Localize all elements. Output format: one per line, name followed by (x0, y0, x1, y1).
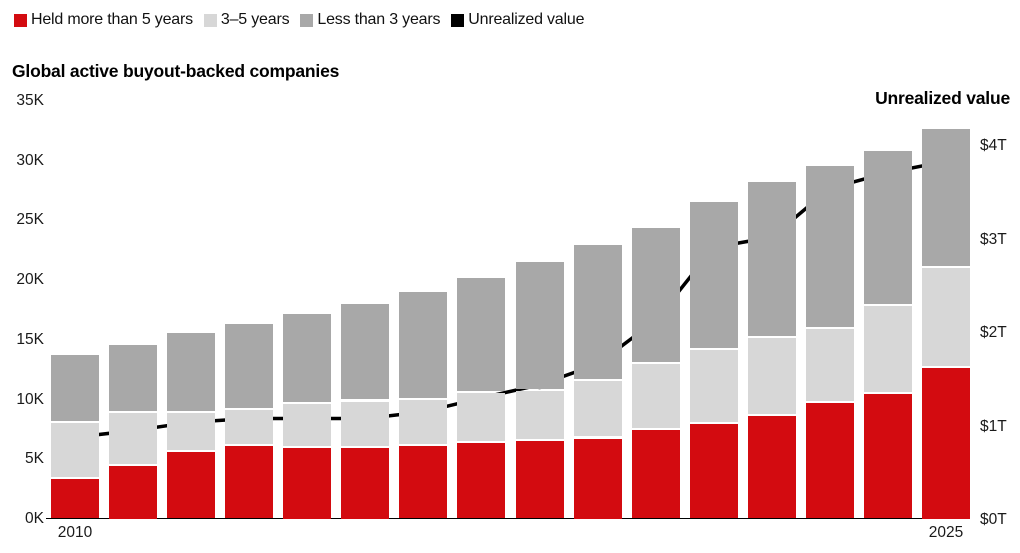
bar-segment-2016 (399, 400, 448, 444)
bar-segment-2019 (573, 381, 622, 437)
bar-segment-2016 (399, 291, 448, 399)
bar-segment-2018 (515, 390, 564, 439)
bar-segment-2012 (167, 451, 216, 519)
bar-segment-2013 (225, 445, 274, 519)
y-axis-tick-label: 30K (16, 151, 44, 169)
bar-segment-2019 (573, 245, 622, 380)
bar-segment-2023 (805, 328, 854, 401)
chart-legend: Held more than 5 years 3–5 years Less th… (14, 11, 584, 29)
bar-segment-2022 (747, 181, 796, 337)
bar-segment-2015 (341, 303, 390, 400)
right-axis-tick-label: $1T (980, 417, 1007, 435)
bar-segment-2024 (863, 394, 912, 519)
bar-segment-2010 (51, 423, 99, 478)
bar-segment-2011 (109, 345, 158, 412)
bar-segment-2011 (109, 413, 158, 464)
right-axis-tick-label: $4T (980, 137, 1007, 154)
bar-segment-2012 (167, 333, 216, 412)
bar-segment-2012 (167, 413, 216, 450)
bar-segment-2015 (341, 448, 390, 519)
legend-swatch-red (14, 13, 27, 27)
bar-segment-2021 (689, 350, 738, 423)
bar-segment-2018 (515, 440, 564, 519)
bar-segment-2016 (399, 445, 448, 519)
bar-segment-2013 (225, 323, 274, 408)
right-axis-tick-label: $2T (980, 324, 1007, 341)
bar-segment-2017 (457, 443, 506, 519)
bar-segment-2022 (747, 338, 796, 414)
bar-segment-2020 (631, 430, 680, 519)
bar-segment-2022 (747, 415, 796, 519)
bar-segment-2021 (689, 202, 738, 349)
y-axis-tick-label: 0K (25, 510, 44, 527)
bar-segment-2011 (109, 466, 158, 519)
bar-segment-2019 (573, 438, 622, 519)
legend-item-less-than-3-years: Less than 3 years (300, 11, 440, 29)
bar-segment-2020 (631, 228, 680, 363)
y-axis-tick-label: 15K (16, 330, 44, 348)
bar-segment-2014 (283, 448, 332, 519)
bar-segment-2014 (283, 314, 332, 402)
legend-item-held-more-than-5-years: Held more than 5 years (14, 11, 193, 29)
bar-segment-2014 (283, 403, 332, 446)
legend-swatch-dark-gray (300, 13, 314, 27)
bar-segment-2025 (922, 129, 971, 266)
bar-segment-2017 (457, 393, 506, 442)
bar-segment-2025 (922, 368, 971, 519)
right-axis-tick-label: $3T (980, 230, 1007, 248)
legend-item-3-5-years: 3–5 years (203, 11, 290, 29)
legend-swatch-black (451, 13, 465, 27)
legend-swatch-light-gray (203, 13, 217, 27)
y-axis-tick-label: 20K (16, 271, 44, 289)
right-axis-title: Unrealized value (875, 88, 1010, 108)
legend-label: Held more than 5 years (31, 11, 193, 28)
bar-segment-2013 (225, 409, 274, 444)
y-axis-tick-label: 5K (25, 450, 44, 468)
bar-segment-2024 (863, 305, 912, 393)
bar-segment-2025 (922, 267, 971, 366)
x-axis-baseline (46, 517, 970, 520)
legend-label: 3–5 years (220, 11, 290, 28)
legend-label: Unrealized value (468, 11, 585, 28)
y-axis-tick-label: 10K (16, 390, 44, 408)
bar-segment-2020 (631, 364, 680, 429)
legend-label: Less than 3 years (317, 11, 441, 28)
bar-segment-2018 (515, 261, 564, 389)
y-axis-tick-label: 25K (16, 211, 44, 229)
bar-segment-2015 (341, 401, 390, 447)
bar-segment-2010 (51, 354, 99, 421)
x-axis-tick-label: 2025 (928, 524, 964, 541)
bar-segment-2024 (863, 150, 912, 304)
bar-segment-2021 (689, 424, 738, 519)
x-axis-tick-label: 2010 (57, 524, 93, 541)
chart-title: Global active buyout-backed companies (12, 61, 340, 81)
legend-item-unrealized-value: Unrealized value (451, 11, 584, 29)
bar-segment-2010 (51, 479, 99, 519)
right-axis-tick-label: $0T (980, 511, 1007, 528)
bar-segment-2023 (805, 166, 854, 327)
bar-segment-2017 (457, 278, 506, 392)
y-axis-tick-label: 35K (16, 91, 44, 109)
bar-segment-2023 (805, 402, 854, 519)
